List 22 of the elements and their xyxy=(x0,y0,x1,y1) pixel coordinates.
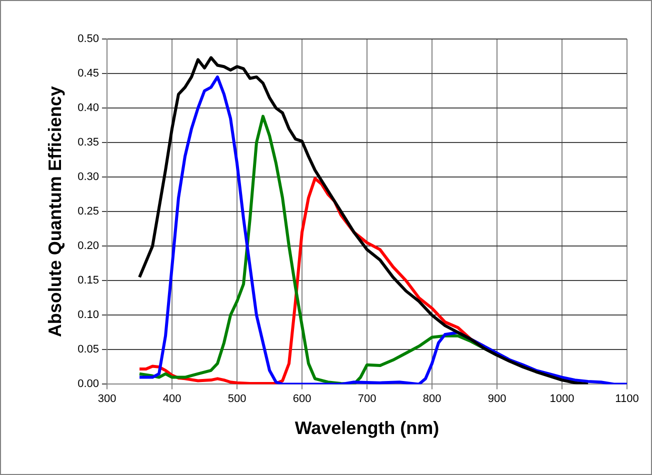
x-tick-label: 1000 xyxy=(550,392,574,405)
y-tick-label: 0.25 xyxy=(78,206,100,218)
y-tick-label: 0.50 xyxy=(78,33,100,46)
x-tick-label: 1100 xyxy=(615,392,639,405)
y-tick-label: 0.20 xyxy=(78,240,100,252)
x-tick-label: 300 xyxy=(98,392,116,405)
x-tick-label: 900 xyxy=(488,392,506,405)
y-tick-label: 0.10 xyxy=(78,309,100,322)
y-tick-label: 0.30 xyxy=(78,171,100,184)
x-tick-label: 700 xyxy=(358,392,376,405)
y-tick-label: 0.35 xyxy=(78,136,100,149)
y-tick-label: 0.15 xyxy=(78,274,100,287)
x-tick-label: 800 xyxy=(422,392,442,405)
y-tick-label: 0.00 xyxy=(78,378,100,390)
x-axis-title: Wavelength (nm) xyxy=(294,418,440,438)
y-axis-title: Absolute Quantum Efficiency xyxy=(44,86,65,338)
x-tick-label: 500 xyxy=(228,392,246,405)
x-tick-label: 400 xyxy=(162,392,182,405)
y-tick-label: 0.45 xyxy=(78,68,100,80)
x-tick-label: 600 xyxy=(292,392,312,405)
y-tick-label: 0.40 xyxy=(78,102,100,114)
y-tick-label: 0.05 xyxy=(78,344,100,356)
